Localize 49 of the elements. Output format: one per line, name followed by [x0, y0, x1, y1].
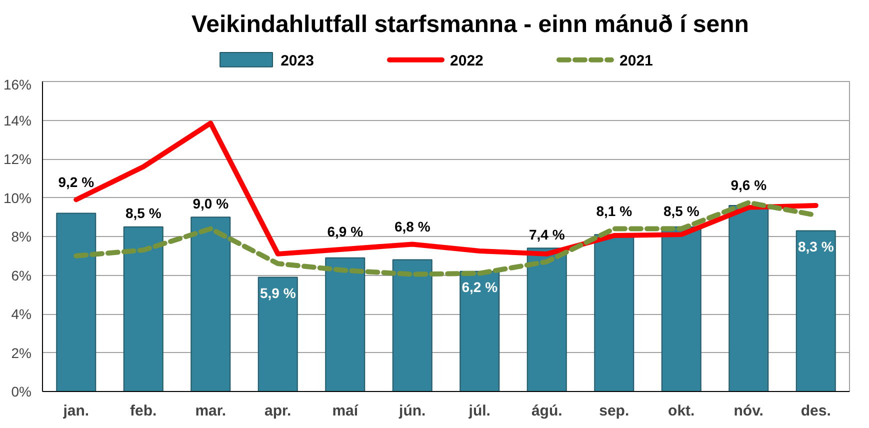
data-label: 9,0 %: [192, 195, 230, 212]
bar: [526, 248, 567, 392]
legend-label: 2023: [280, 52, 314, 70]
x-tick-label: des.: [800, 402, 831, 420]
bar: [190, 216, 231, 392]
bar: [258, 276, 298, 392]
bar: [661, 226, 702, 392]
x-tick-label: mar.: [195, 402, 226, 420]
data-label: 8,5 %: [125, 205, 162, 221]
bar: [325, 257, 366, 392]
x-tick-label: jan.: [62, 402, 90, 420]
data-label: 8,3 %: [798, 238, 834, 254]
bar: [460, 270, 500, 392]
legend-label: 2022: [450, 52, 484, 70]
x-tick-label: júl.: [468, 402, 490, 420]
bar: [123, 226, 164, 392]
y-tick-label: 16%: [3, 76, 32, 92]
bar: [594, 234, 634, 392]
legend-label: 2021: [620, 52, 653, 70]
x-tick-label: feb.: [130, 402, 157, 420]
x-tick-label: maí: [332, 402, 359, 420]
chart-title: Veikindahlutfall starfsmanna - einn mánuð í senn: [191, 11, 749, 38]
bar: [392, 259, 432, 392]
data-label: 7,4 %: [528, 226, 566, 242]
y-tick-label: 10%: [3, 190, 32, 206]
bar: [728, 205, 769, 392]
y-tick-label: 2%: [11, 344, 32, 361]
y-tick-label: 0%: [11, 384, 32, 400]
data-label: 9,6 %: [730, 176, 768, 193]
y-tick-label: 8%: [11, 228, 32, 244]
data-label: 8,1 %: [596, 203, 633, 220]
x-tick-label: ágú.: [531, 402, 562, 420]
y-tick-label: 14%: [3, 112, 32, 128]
x-tick-label: sep.: [599, 402, 630, 420]
x-tick-label: okt.: [668, 402, 695, 420]
x-tick-label: apr.: [264, 402, 292, 420]
data-label: 5,9 %: [260, 284, 296, 301]
bar: [56, 212, 96, 392]
data-label: 6,2 %: [462, 279, 498, 296]
y-tick-label: 4%: [11, 306, 32, 322]
data-label: 9,2 %: [58, 174, 95, 190]
y-tick-label: 12%: [3, 151, 32, 167]
data-label: 6,8 %: [394, 218, 431, 235]
bar: [796, 230, 836, 392]
data-label: 6,9 %: [327, 223, 364, 240]
x-tick-label: jún.: [398, 402, 426, 420]
x-tick-label: nóv.: [734, 402, 764, 420]
data-label: 8,5 %: [663, 203, 700, 220]
y-tick-label: 6%: [11, 267, 32, 284]
